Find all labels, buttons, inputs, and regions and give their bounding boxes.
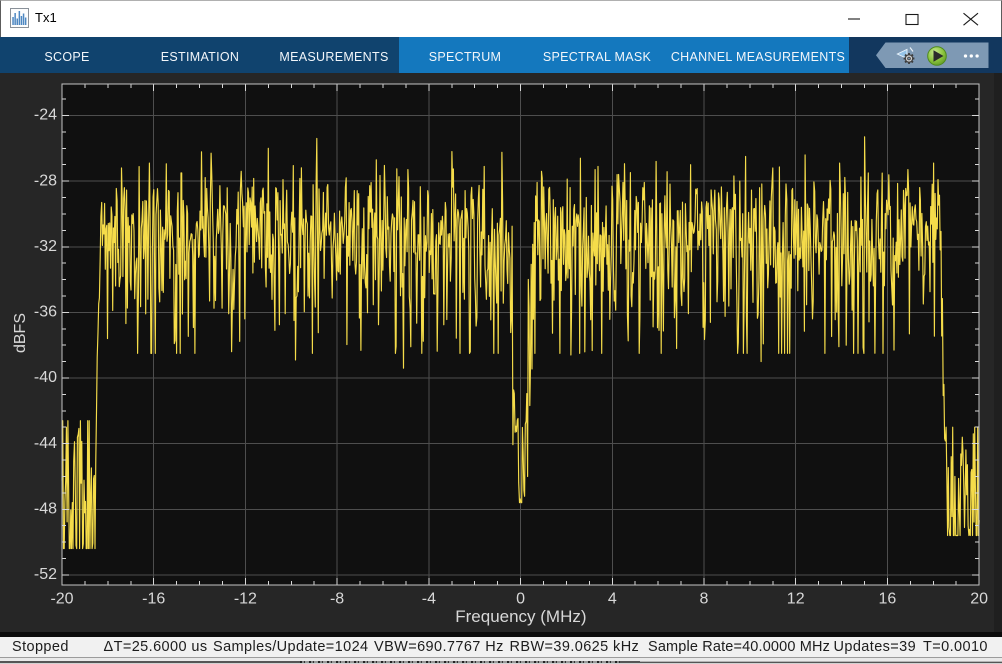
svg-text:-24: -24 bbox=[34, 107, 57, 124]
svg-text:-36: -36 bbox=[34, 304, 57, 321]
svg-text:-12: -12 bbox=[234, 591, 257, 608]
svg-text:-40: -40 bbox=[34, 369, 57, 386]
svg-text:4: 4 bbox=[608, 591, 617, 608]
svg-text:-20: -20 bbox=[50, 591, 73, 608]
svg-text:dBFS: dBFS bbox=[12, 313, 29, 353]
svg-text:20: 20 bbox=[970, 591, 988, 608]
svg-text:-48: -48 bbox=[34, 501, 57, 518]
svg-text:12: 12 bbox=[787, 591, 805, 608]
svg-text:-28: -28 bbox=[34, 172, 57, 189]
svg-text:-44: -44 bbox=[34, 435, 57, 452]
svg-text:Frequency (MHz): Frequency (MHz) bbox=[455, 607, 586, 626]
svg-text:-8: -8 bbox=[330, 591, 344, 608]
svg-text:8: 8 bbox=[700, 591, 709, 608]
svg-text:-4: -4 bbox=[422, 591, 436, 608]
svg-text:16: 16 bbox=[879, 591, 897, 608]
svg-text:-52: -52 bbox=[34, 566, 57, 583]
svg-text:-32: -32 bbox=[34, 238, 57, 255]
svg-text:-16: -16 bbox=[142, 591, 165, 608]
svg-text:0: 0 bbox=[516, 591, 525, 608]
